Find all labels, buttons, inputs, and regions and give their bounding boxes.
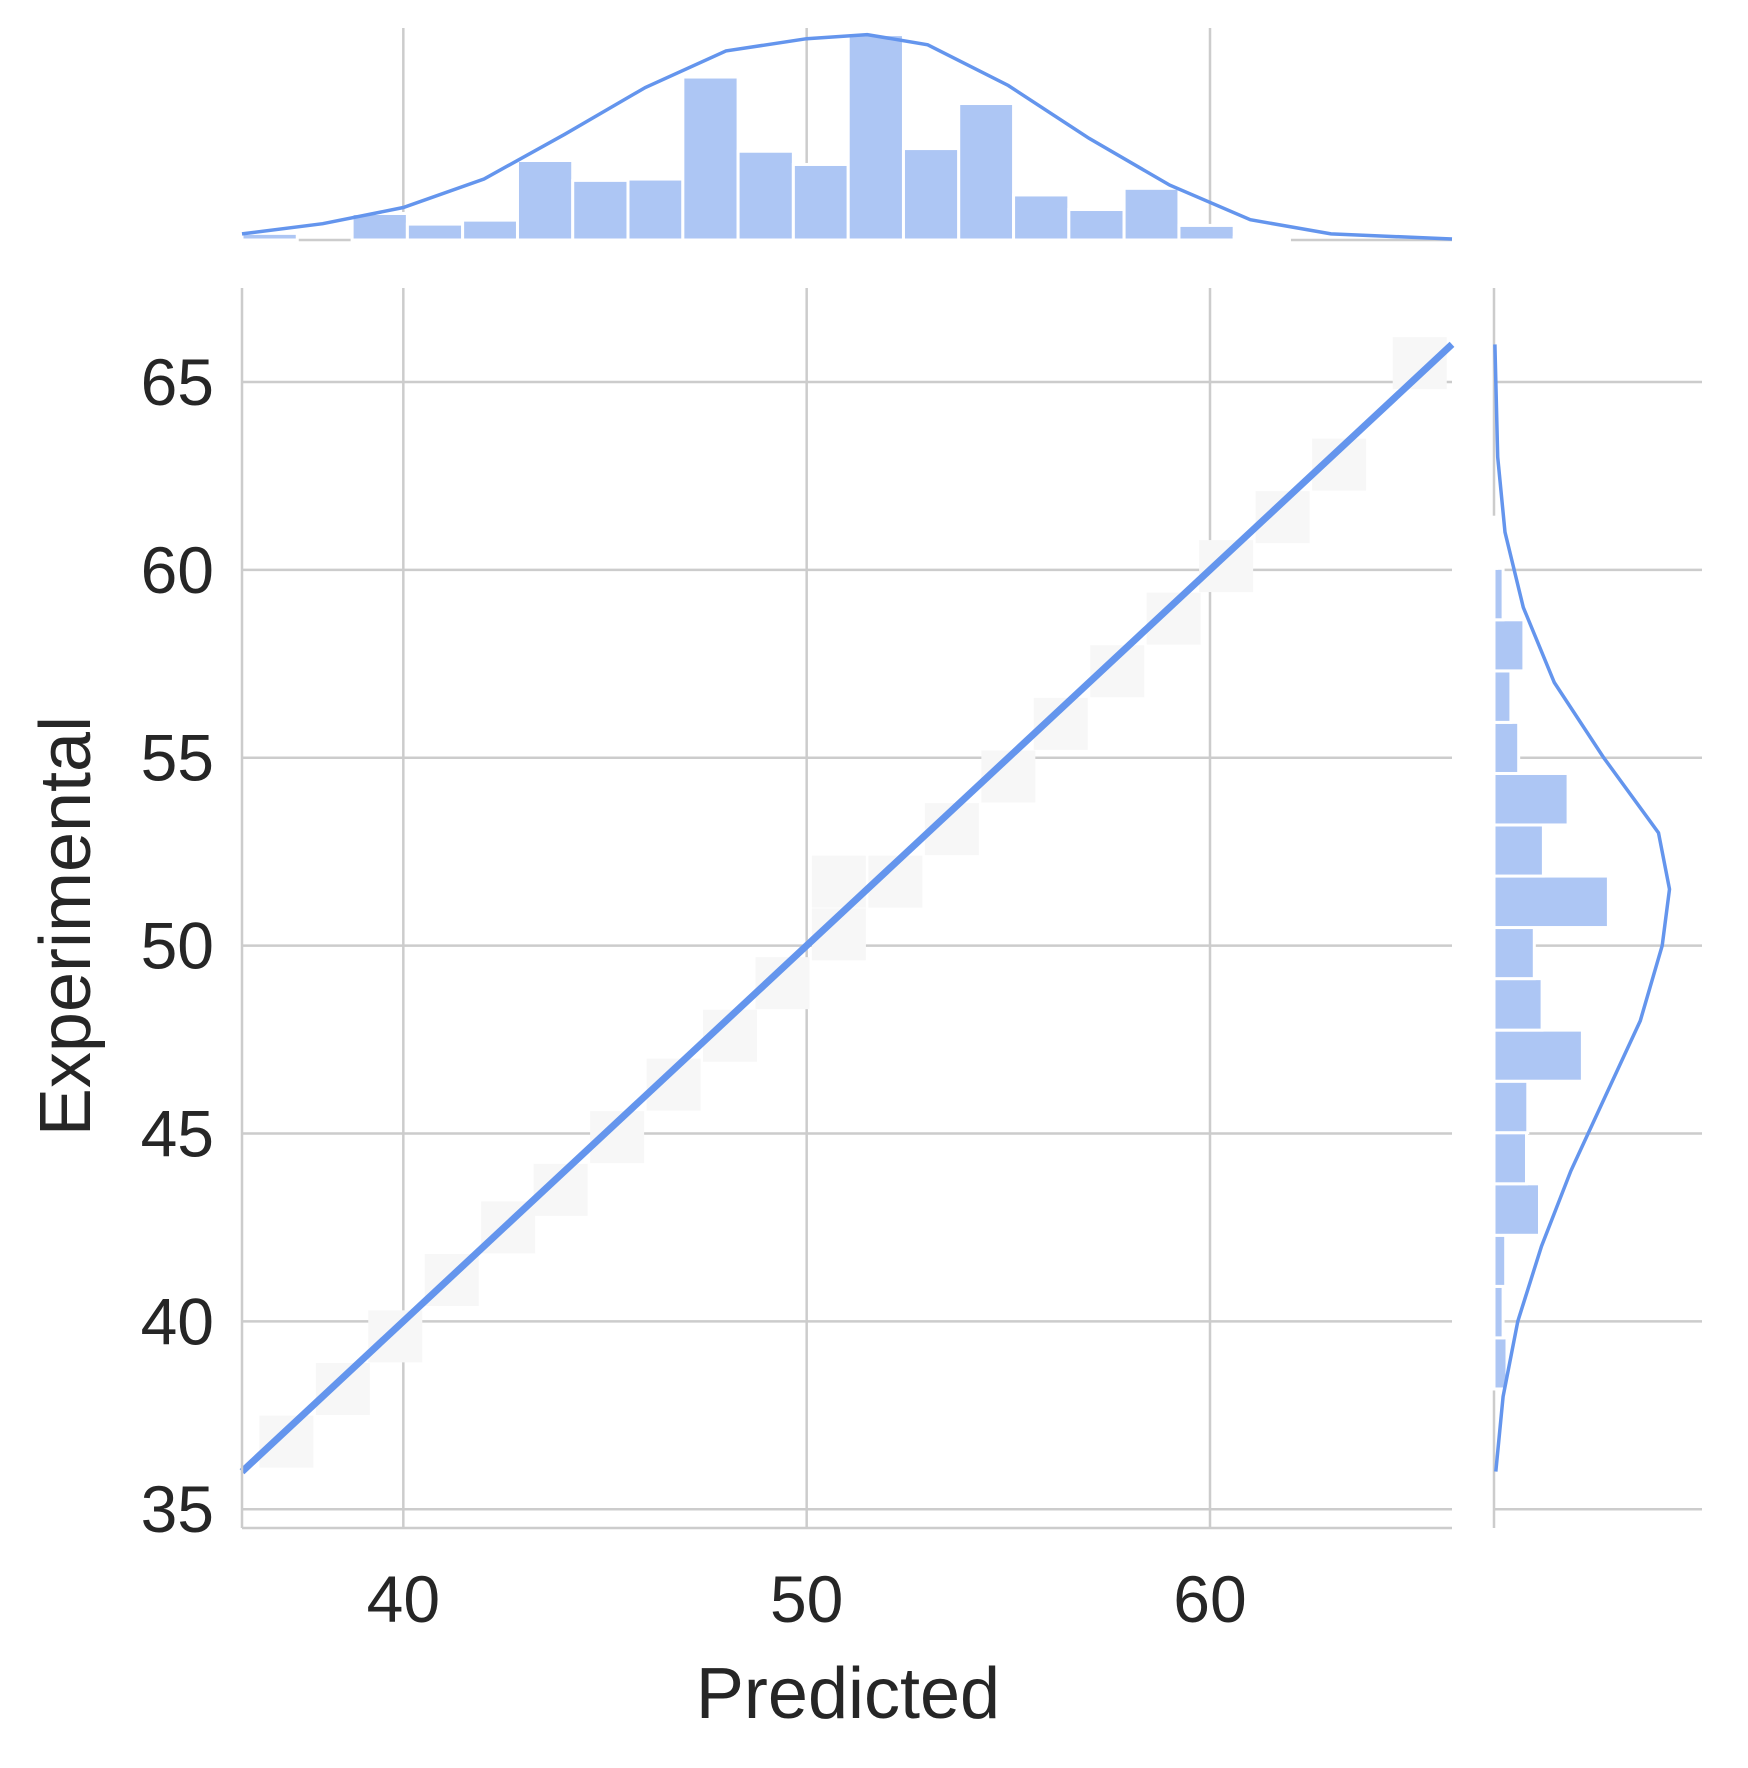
main-grid (242, 288, 1452, 1528)
right-histogram-bar (1492, 515, 1499, 570)
y-tick-label: 50 (141, 909, 214, 983)
top-histogram-bar (1122, 186, 1181, 242)
y-tick-label: 55 (141, 721, 214, 795)
y-tick-label: 40 (141, 1284, 214, 1358)
top-histogram-bar (1177, 223, 1236, 242)
right-histogram-bar (1492, 720, 1521, 775)
right-marginal-kde (1493, 344, 1672, 1472)
right-kde-curve (1493, 344, 1672, 1472)
y-tick-label: 60 (141, 533, 214, 607)
right-histogram-bar (1492, 1079, 1530, 1135)
top-kde-curve (241, 32, 1453, 241)
top-histogram-bar (791, 162, 850, 242)
right-histogram-bar (1492, 926, 1536, 981)
main-spines (240, 288, 1452, 1530)
top-histogram-bar (1067, 208, 1126, 242)
top-histogram-bar (571, 178, 630, 242)
right-histogram-bar (1492, 1233, 1508, 1288)
data-point (1392, 337, 1447, 390)
identity-line (239, 341, 1455, 1475)
x-tick-label: 50 (770, 1562, 843, 1636)
x-tick-label: 40 (367, 1562, 440, 1636)
data-point (315, 1362, 370, 1415)
right-histogram-bar (1492, 669, 1513, 724)
top-histogram-bar (681, 75, 740, 242)
right-histogram-bar (1492, 977, 1544, 1032)
top-histogram-bar (846, 33, 905, 242)
x-axis-label: Predicted (696, 1654, 1000, 1734)
top-histogram-bar (240, 231, 299, 242)
data-point (368, 1310, 423, 1363)
right-marginal-axes (1492, 288, 1702, 1528)
data-point (259, 1415, 314, 1468)
x-tick-label: 60 (1173, 1562, 1246, 1636)
top-histogram-bar (626, 177, 685, 242)
top-histogram-bar (957, 102, 1016, 242)
right-histogram-bar (1492, 1028, 1584, 1083)
data-point (1199, 540, 1254, 593)
top-histogram-bar (901, 147, 961, 242)
right-histogram-bar (1492, 1182, 1541, 1237)
identity-line-path (239, 341, 1455, 1475)
top-histogram-bar (405, 222, 465, 242)
right-histogram-bar (1492, 1284, 1505, 1340)
y-tick-label: 45 (141, 1096, 214, 1170)
right-histogram-bar (1492, 874, 1610, 930)
right-histogram-bar (1492, 618, 1526, 673)
top-histogram-bar (1012, 193, 1071, 242)
top-marginal-kde (241, 32, 1453, 241)
top-histogram-bar (461, 218, 519, 242)
top-histogram-bar (736, 149, 795, 242)
right-histogram-bar (1492, 1131, 1528, 1186)
y-tick-labels: 35 40 45 50 55 60 65 (141, 345, 214, 1546)
right-histogram-bar (1492, 771, 1570, 827)
right-histogram-bar (1492, 566, 1505, 622)
top-histogram-bar (515, 159, 575, 242)
main-axes: 40 50 60 35 40 45 50 55 60 65 (141, 288, 1455, 1636)
y-tick-label: 65 (141, 345, 214, 419)
top-marginal-histogram (240, 33, 1291, 242)
right-histogram-bar (1492, 823, 1545, 878)
y-tick-label: 35 (141, 1472, 214, 1546)
top-marginal-axes (240, 28, 1453, 242)
y-axis-label: Experimental (26, 716, 106, 1136)
x-tick-labels: 40 50 60 (367, 1562, 1247, 1636)
right-marginal-histogram (1492, 515, 1610, 1391)
top-histogram-bar (1232, 235, 1291, 242)
